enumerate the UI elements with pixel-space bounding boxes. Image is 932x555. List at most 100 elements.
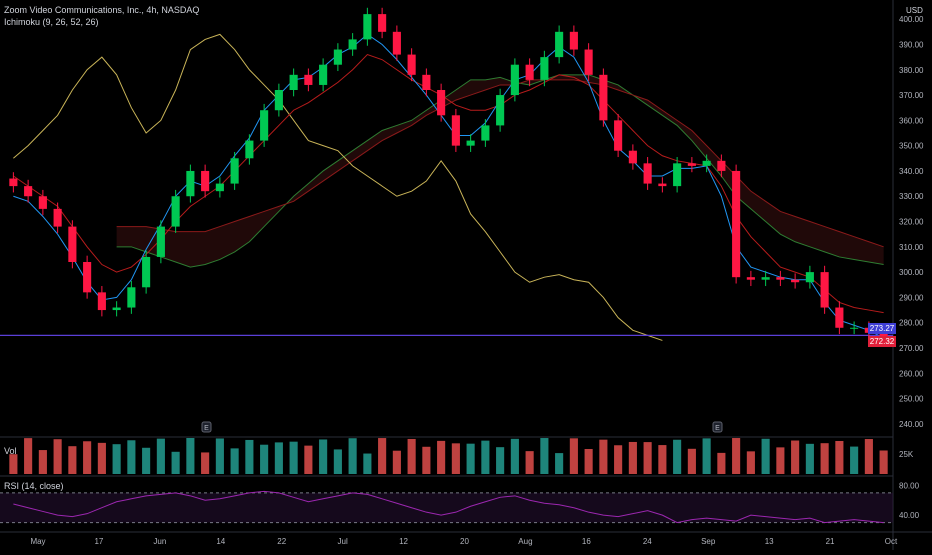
- candle: [702, 160, 711, 166]
- volume-bar: [422, 446, 431, 474]
- y-tick-label: 400.00: [899, 15, 924, 24]
- candle: [761, 277, 770, 280]
- y-tick-label: 350.00: [899, 142, 924, 151]
- candle: [407, 54, 416, 75]
- earnings-marker-label: E: [715, 425, 720, 432]
- volume-bar: [83, 441, 92, 474]
- candle: [68, 226, 77, 262]
- candle: [791, 279, 800, 283]
- volume-bar: [643, 442, 652, 474]
- candle: [289, 74, 298, 90]
- y-tick-label: 260.00: [899, 369, 924, 378]
- span-b-line: [116, 79, 884, 248]
- candle: [746, 277, 755, 280]
- volume-bar: [864, 439, 873, 474]
- candle: [53, 208, 62, 227]
- volume-bar: [879, 450, 888, 474]
- candle: [525, 64, 534, 80]
- candle: [260, 110, 269, 141]
- volume-bar: [407, 438, 416, 474]
- candle: [466, 140, 475, 146]
- volume-bar: [363, 453, 372, 474]
- y-tick-label: 330.00: [899, 192, 924, 201]
- symbol-title: Zoom Video Communications, Inc., 4h, NAS…: [4, 5, 200, 15]
- volume-bar: [820, 443, 829, 474]
- x-tick-label: 16: [582, 537, 591, 546]
- volume-bar: [215, 438, 224, 474]
- ichimoku-cloud: [116, 74, 884, 268]
- rsi-tick-label: 40.00: [899, 511, 920, 520]
- candle: [127, 287, 136, 308]
- volume-bar: [805, 443, 814, 474]
- candle: [437, 90, 446, 116]
- volume-bar: [437, 440, 446, 474]
- y-tick-label: 380.00: [899, 66, 924, 75]
- chikou-line: [13, 33, 663, 341]
- x-tick-label: 14: [216, 537, 225, 546]
- x-tick-label: Sep: [701, 537, 716, 546]
- candle: [274, 90, 283, 111]
- candle: [850, 327, 859, 329]
- candle: [451, 115, 460, 146]
- candle: [348, 39, 357, 50]
- candle: [820, 272, 829, 308]
- volume-bar: [732, 438, 741, 474]
- x-tick-label: Aug: [518, 537, 532, 546]
- volume-bar: [171, 451, 180, 474]
- tenkan-line: [13, 33, 884, 339]
- candle: [38, 196, 47, 209]
- rsi-label: RSI (14, close): [4, 481, 64, 491]
- y-tick-label: 370.00: [899, 91, 924, 100]
- candle: [628, 150, 637, 164]
- volume-bar: [540, 438, 549, 474]
- candle: [201, 170, 210, 192]
- volume-bar: [142, 447, 151, 474]
- volume-bar: [112, 444, 121, 474]
- y-tick-label: 240.00: [899, 420, 924, 429]
- volume-bar: [702, 438, 711, 474]
- y-tick-label: 290.00: [899, 293, 924, 302]
- volume-bar: [245, 439, 254, 474]
- candle: [112, 307, 121, 311]
- y-tick-label: 360.00: [899, 116, 924, 125]
- rsi-line: [13, 490, 884, 524]
- volume-bar: [746, 451, 755, 474]
- volume-bar: [791, 440, 800, 474]
- volume-bar: [97, 442, 106, 474]
- candle: [230, 158, 239, 184]
- volume-bar: [24, 438, 33, 474]
- candle: [156, 226, 165, 257]
- candle: [717, 160, 726, 171]
- x-tick-label: Jul: [338, 537, 348, 546]
- x-tick-label: Jun: [153, 537, 166, 546]
- volume-bar: [628, 441, 637, 474]
- volume-bar: [289, 441, 298, 474]
- candle: [540, 57, 549, 80]
- volume-bar: [9, 454, 18, 474]
- rsi-band: [0, 492, 893, 523]
- x-tick-label: 13: [765, 537, 774, 546]
- earnings-marker: [201, 421, 212, 433]
- volume-bar: [260, 444, 269, 474]
- candle: [171, 196, 180, 227]
- candle: [83, 262, 92, 293]
- indicator-legend[interactable]: Ichimoku (9, 26, 52, 26): [4, 17, 99, 27]
- volume-bar: [717, 452, 726, 474]
- volume-bar: [333, 449, 342, 474]
- currency-label: USD: [906, 6, 923, 15]
- volume-bar: [525, 451, 534, 474]
- volume-bar: [569, 438, 578, 474]
- current-price-badge: 273.27: [868, 323, 896, 334]
- candle: [569, 31, 578, 50]
- volume-bar: [584, 449, 593, 474]
- volume-bar: [378, 438, 387, 474]
- candle: [658, 183, 667, 187]
- candle: [422, 74, 431, 90]
- y-tick-label: 390.00: [899, 40, 924, 49]
- volume-bar: [38, 450, 47, 474]
- candle: [687, 163, 696, 166]
- x-tick-label: 24: [643, 537, 652, 546]
- x-tick-label: 22: [277, 537, 286, 546]
